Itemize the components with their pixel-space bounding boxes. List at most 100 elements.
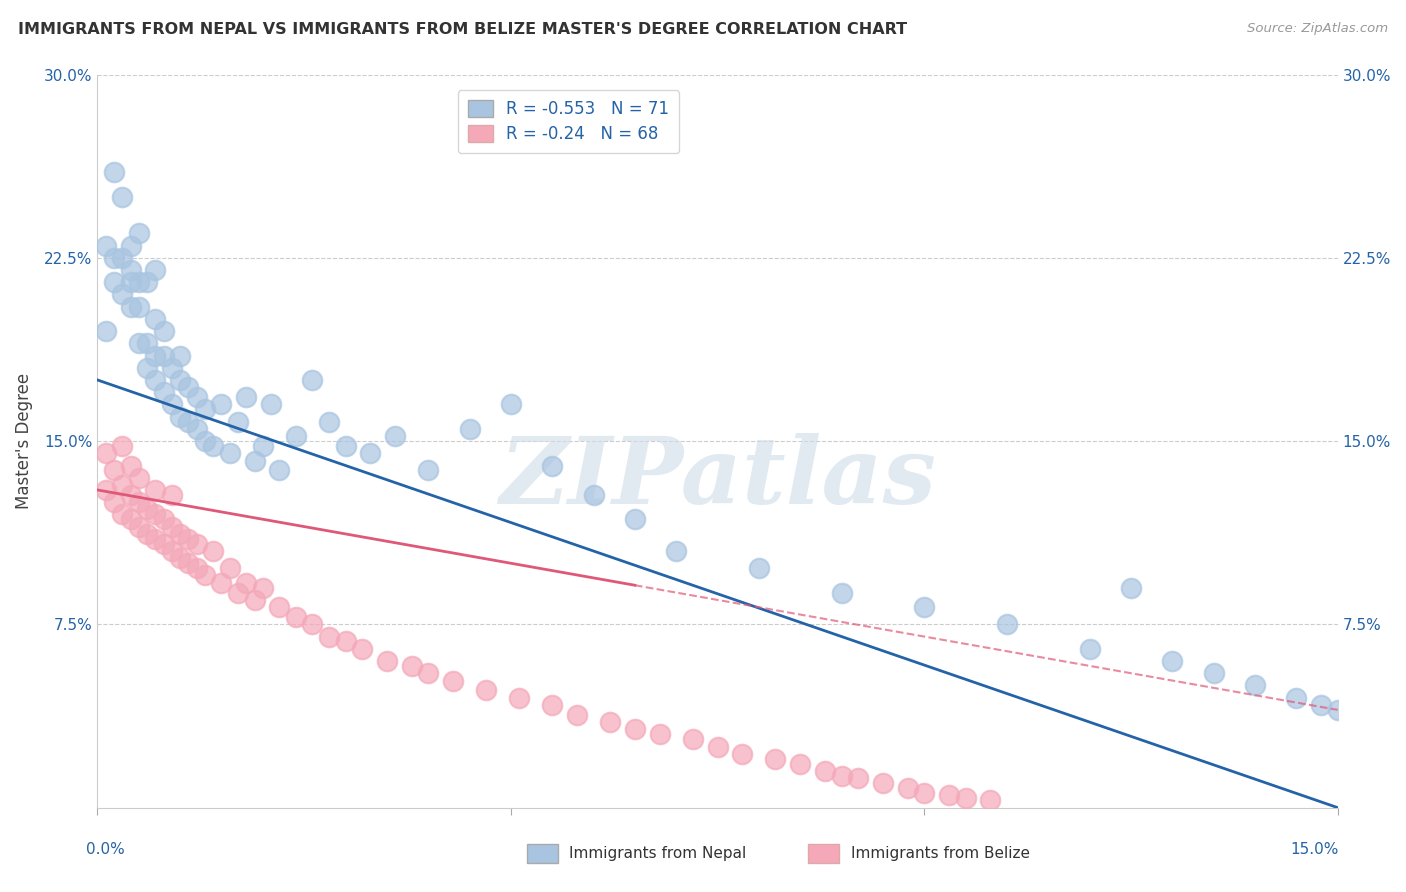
- Point: [218, 561, 240, 575]
- Point: [441, 673, 464, 688]
- Point: [143, 263, 166, 277]
- Point: [260, 397, 283, 411]
- Point: [160, 397, 183, 411]
- Point: [186, 422, 208, 436]
- Point: [111, 287, 134, 301]
- Point: [235, 390, 257, 404]
- Point: [765, 752, 787, 766]
- Point: [120, 488, 142, 502]
- Point: [301, 617, 323, 632]
- Point: [143, 349, 166, 363]
- Point: [152, 324, 174, 338]
- Point: [648, 727, 671, 741]
- Point: [350, 641, 373, 656]
- Point: [335, 634, 357, 648]
- Text: Source: ZipAtlas.com: Source: ZipAtlas.com: [1247, 22, 1388, 36]
- Point: [301, 373, 323, 387]
- Point: [748, 561, 770, 575]
- Point: [120, 512, 142, 526]
- Point: [143, 532, 166, 546]
- Point: [284, 610, 307, 624]
- Point: [169, 349, 191, 363]
- Point: [111, 478, 134, 492]
- Text: 0.0%: 0.0%: [86, 842, 125, 856]
- Point: [359, 446, 381, 460]
- Point: [831, 769, 853, 783]
- Point: [194, 568, 217, 582]
- Legend: R = -0.553   N = 71, R = -0.24   N = 68: R = -0.553 N = 71, R = -0.24 N = 68: [458, 90, 679, 153]
- Point: [128, 300, 150, 314]
- Point: [318, 415, 340, 429]
- Point: [665, 544, 688, 558]
- Point: [128, 519, 150, 533]
- Point: [252, 439, 274, 453]
- Point: [1244, 678, 1267, 692]
- Point: [120, 300, 142, 314]
- Point: [152, 537, 174, 551]
- Point: [169, 551, 191, 566]
- Point: [226, 585, 249, 599]
- Point: [1285, 690, 1308, 705]
- Point: [211, 575, 233, 590]
- Point: [111, 190, 134, 204]
- Point: [1119, 581, 1142, 595]
- Point: [624, 512, 647, 526]
- Text: Immigrants from Nepal: Immigrants from Nepal: [569, 847, 747, 861]
- Point: [94, 483, 117, 497]
- Point: [177, 380, 200, 394]
- Point: [269, 600, 291, 615]
- Point: [120, 458, 142, 473]
- Point: [979, 793, 1001, 807]
- Point: [995, 617, 1018, 632]
- Point: [508, 690, 530, 705]
- Point: [624, 723, 647, 737]
- Point: [169, 373, 191, 387]
- Point: [912, 786, 935, 800]
- Point: [731, 747, 754, 761]
- Point: [120, 263, 142, 277]
- Point: [152, 385, 174, 400]
- Point: [938, 789, 960, 803]
- Point: [160, 544, 183, 558]
- Point: [94, 238, 117, 252]
- Point: [418, 666, 440, 681]
- Point: [143, 373, 166, 387]
- Point: [103, 165, 125, 179]
- Point: [186, 390, 208, 404]
- Point: [169, 527, 191, 541]
- Point: [202, 544, 225, 558]
- Point: [120, 238, 142, 252]
- Point: [103, 495, 125, 509]
- Point: [177, 415, 200, 429]
- Point: [94, 324, 117, 338]
- Y-axis label: Master's Degree: Master's Degree: [15, 373, 32, 509]
- Point: [177, 532, 200, 546]
- Point: [235, 575, 257, 590]
- Point: [128, 471, 150, 485]
- Point: [243, 593, 266, 607]
- Point: [458, 422, 481, 436]
- Point: [375, 654, 398, 668]
- Point: [218, 446, 240, 460]
- Point: [475, 683, 498, 698]
- Point: [160, 519, 183, 533]
- Point: [1078, 641, 1101, 656]
- Point: [582, 488, 605, 502]
- Point: [1310, 698, 1333, 712]
- Point: [243, 453, 266, 467]
- Point: [186, 561, 208, 575]
- Point: [128, 336, 150, 351]
- Text: 15.0%: 15.0%: [1291, 842, 1339, 856]
- Point: [202, 439, 225, 453]
- Point: [384, 429, 406, 443]
- Point: [706, 739, 728, 754]
- Point: [284, 429, 307, 443]
- Point: [912, 600, 935, 615]
- Point: [1202, 666, 1225, 681]
- Point: [1326, 703, 1348, 717]
- Point: [252, 581, 274, 595]
- Text: ZIPatlas: ZIPatlas: [499, 433, 936, 523]
- Point: [541, 698, 564, 712]
- Point: [335, 439, 357, 453]
- Point: [136, 360, 159, 375]
